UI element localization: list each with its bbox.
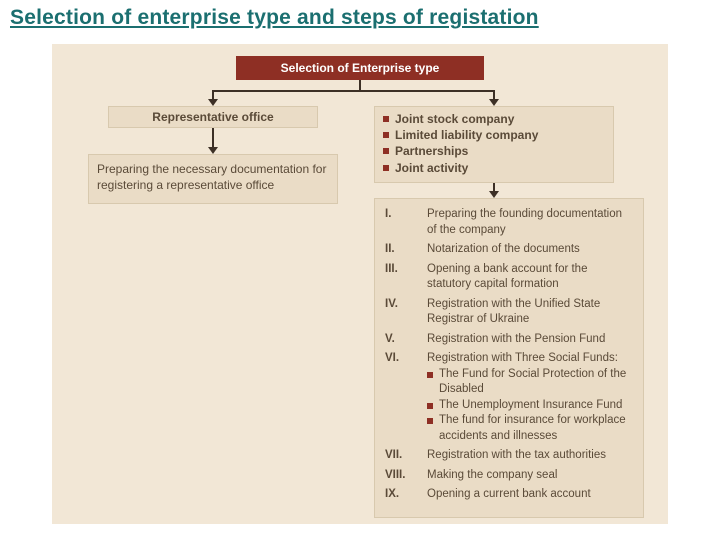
step-text: Notarization of the documents xyxy=(427,242,633,258)
step-text: Registration with the Pension Fund xyxy=(427,332,633,348)
bullet-square-icon xyxy=(427,372,433,378)
step-number: II. xyxy=(385,242,427,258)
connector-line xyxy=(359,80,361,90)
representative-office-box: Representative office xyxy=(108,106,318,128)
bullet-square-icon xyxy=(383,132,389,138)
step-number: V. xyxy=(385,332,427,348)
arrow-down-icon xyxy=(208,99,218,106)
bullet-square-icon xyxy=(427,403,433,409)
step-text: Opening a current bank account xyxy=(427,487,633,503)
enterprise-type-label: Partnerships xyxy=(395,143,468,159)
step-text: Registration with Three Social Funds:The… xyxy=(427,351,633,444)
connector-line xyxy=(493,90,495,99)
step-sub-item: The Unemployment Insurance Fund xyxy=(427,398,633,414)
step-number: IV. xyxy=(385,297,427,328)
registration-step: VII.Registration with the tax authoritie… xyxy=(385,448,633,464)
enterprise-type-item: Partnerships xyxy=(383,143,605,159)
bullet-square-icon xyxy=(383,148,389,154)
registration-step: I.Preparing the founding documentation o… xyxy=(385,207,633,238)
step-number: I. xyxy=(385,207,427,238)
top-box-label: Selection of Enterprise type xyxy=(281,61,440,75)
step-number: VII. xyxy=(385,448,427,464)
enterprise-type-label: Joint activity xyxy=(395,160,468,176)
step-number: VI. xyxy=(385,351,427,444)
registration-step: III.Opening a bank account for the statu… xyxy=(385,262,633,293)
registration-steps-box: I.Preparing the founding documentation o… xyxy=(374,198,644,518)
representative-office-text: Preparing the necessary documentation fo… xyxy=(88,154,338,204)
arrow-down-icon xyxy=(489,99,499,106)
step-number: IX. xyxy=(385,487,427,503)
registration-step: IV.Registration with the Unified State R… xyxy=(385,297,633,328)
page-root: Selection of enterprise type and steps o… xyxy=(0,0,720,540)
page-title: Selection of enterprise type and steps o… xyxy=(10,6,539,30)
enterprise-type-item: Limited liability company xyxy=(383,127,605,143)
bullet-square-icon xyxy=(427,418,433,424)
enterprise-type-item: Joint activity xyxy=(383,160,605,176)
connector-line xyxy=(212,90,214,99)
enterprise-type-label: Limited liability company xyxy=(395,127,538,143)
connector-line xyxy=(212,128,214,147)
step-text: Registration with the Unified State Regi… xyxy=(427,297,633,328)
connector-line xyxy=(212,90,495,92)
registration-step: VI.Registration with Three Social Funds:… xyxy=(385,351,633,444)
enterprise-types-box: Joint stock companyLimited liability com… xyxy=(374,106,614,183)
step-number: III. xyxy=(385,262,427,293)
arrow-down-icon xyxy=(208,147,218,154)
step-text: Registration with the tax authorities xyxy=(427,448,633,464)
step-sub-item: The fund for insurance for workplace acc… xyxy=(427,413,633,444)
connector-line xyxy=(493,183,495,191)
registration-step: VIII.Making the company seal xyxy=(385,468,633,484)
step-number: VIII. xyxy=(385,468,427,484)
step-text: Making the company seal xyxy=(427,468,633,484)
bullet-square-icon xyxy=(383,165,389,171)
representative-office-label: Representative office xyxy=(152,110,273,124)
registration-step: V.Registration with the Pension Fund xyxy=(385,332,633,348)
top-box: Selection of Enterprise type xyxy=(236,56,484,80)
enterprise-type-item: Joint stock company xyxy=(383,111,605,127)
registration-step: II.Notarization of the documents xyxy=(385,242,633,258)
bullet-square-icon xyxy=(383,116,389,122)
step-sub-item: The Fund for Social Protection of the Di… xyxy=(427,367,633,398)
enterprise-type-label: Joint stock company xyxy=(395,111,514,127)
arrow-down-icon xyxy=(489,191,499,198)
registration-step: IX.Opening a current bank account xyxy=(385,487,633,503)
step-text: Opening a bank account for the statutory… xyxy=(427,262,633,293)
step-text: Preparing the founding documentation of … xyxy=(427,207,633,238)
